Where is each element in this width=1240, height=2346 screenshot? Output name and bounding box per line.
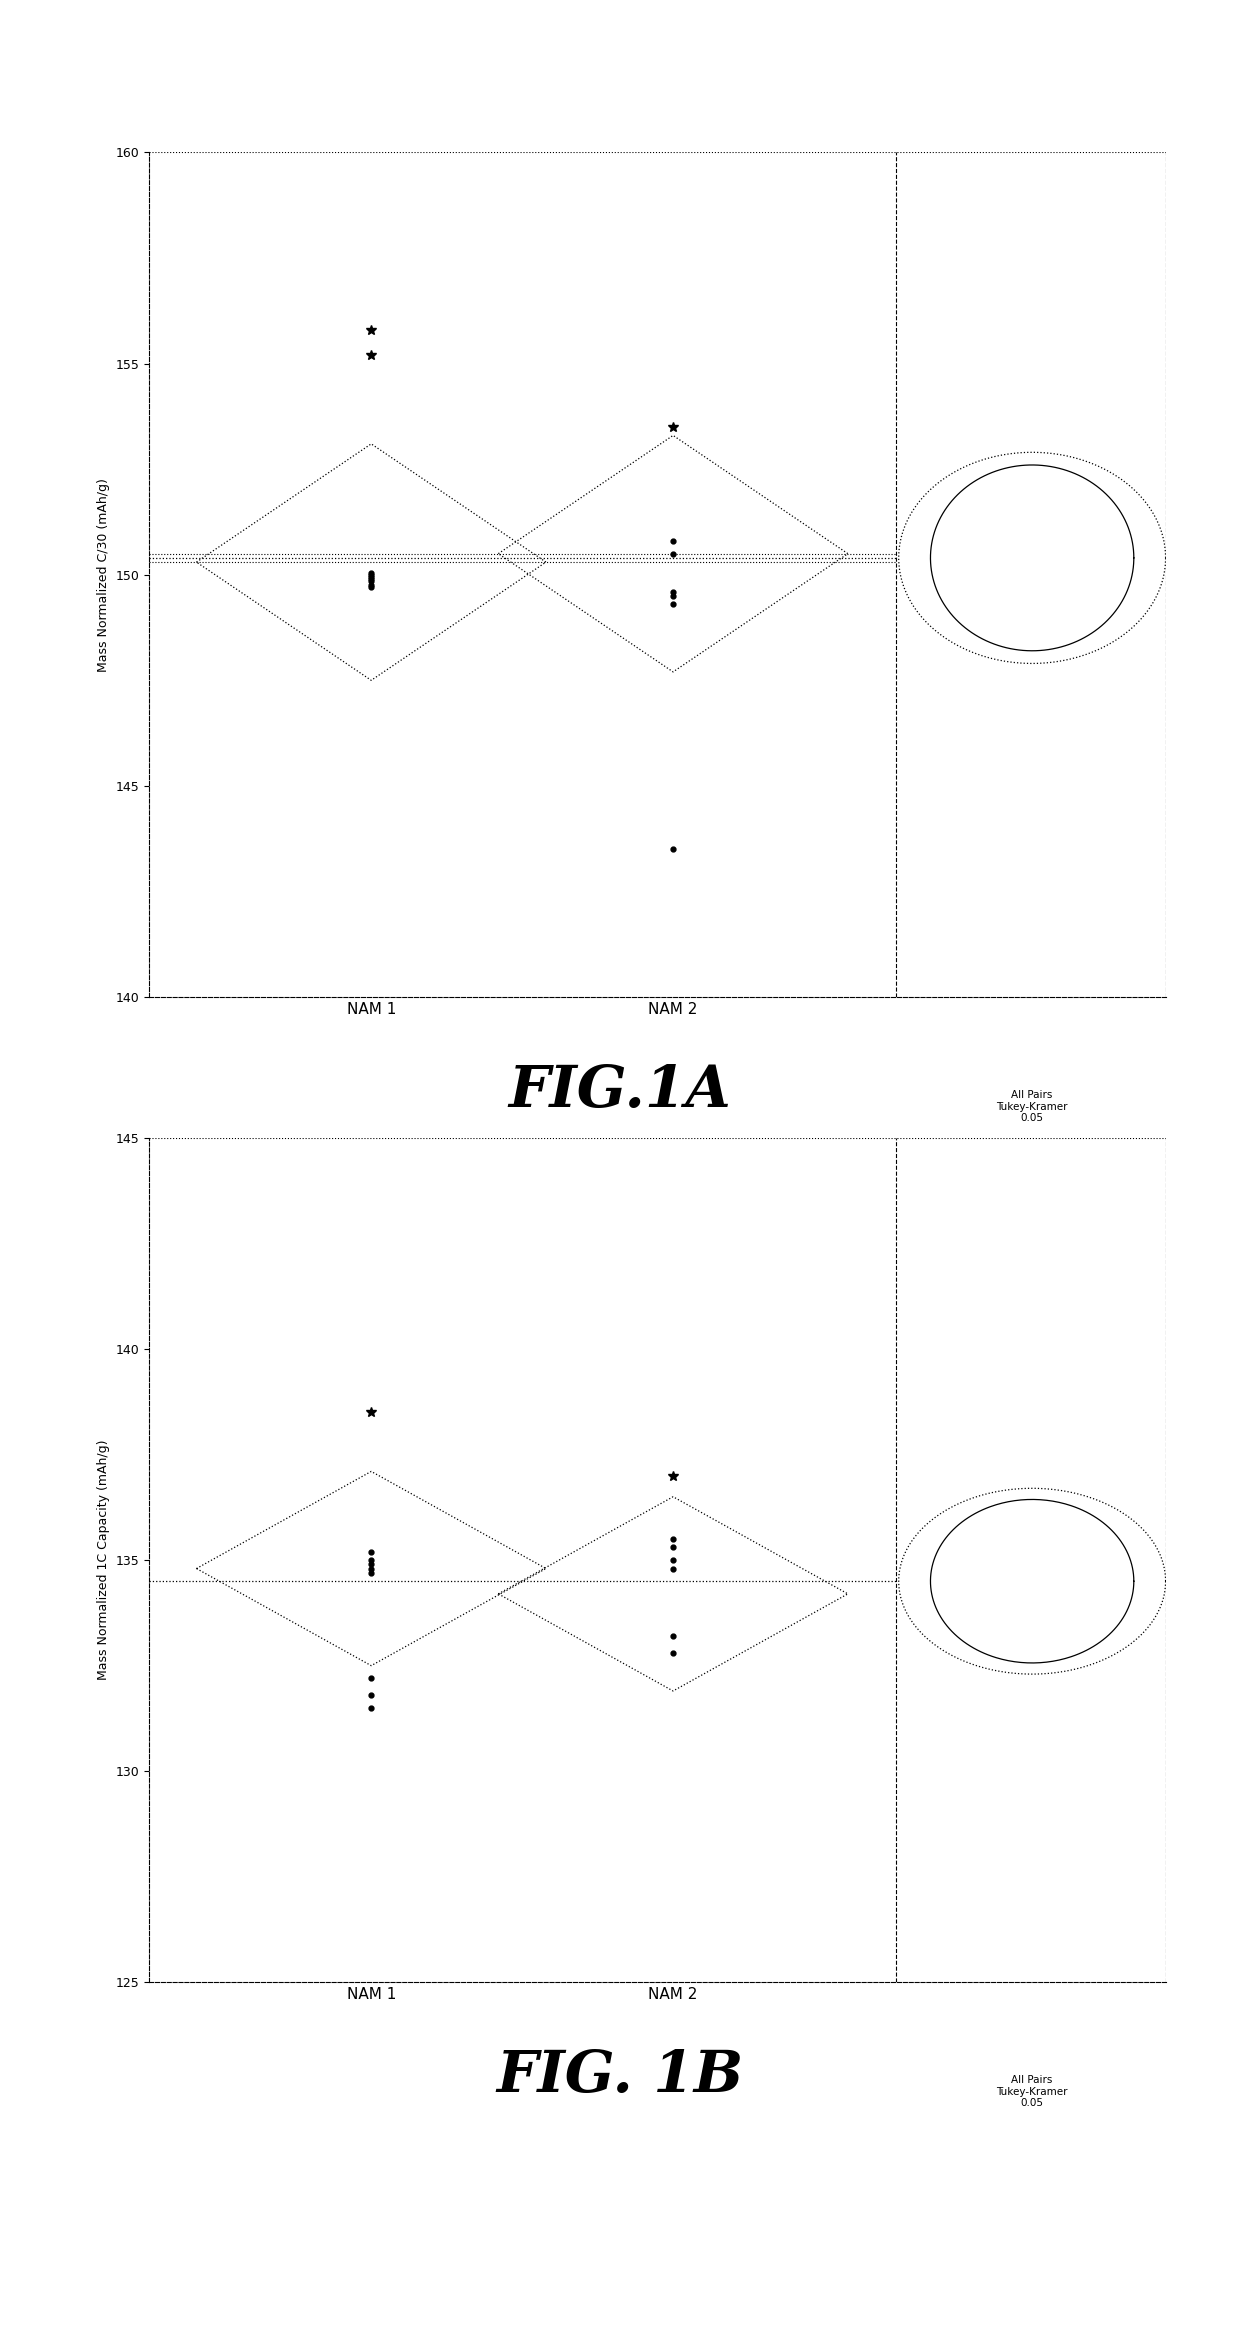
Text: All Pairs
Tukey-Kramer
0.05: All Pairs Tukey-Kramer 0.05 (997, 1091, 1068, 1124)
Y-axis label: Mass Normalized 1C Capacity (mAh/g): Mass Normalized 1C Capacity (mAh/g) (97, 1440, 110, 1680)
Text: FIG. 1B: FIG. 1B (496, 2048, 744, 2104)
Text: All Pairs
Tukey-Kramer
0.05: All Pairs Tukey-Kramer 0.05 (997, 2076, 1068, 2109)
Y-axis label: Mass Normalized C/30 (mAh/g): Mass Normalized C/30 (mAh/g) (97, 479, 109, 671)
Text: FIG.1A: FIG.1A (508, 1063, 732, 1119)
